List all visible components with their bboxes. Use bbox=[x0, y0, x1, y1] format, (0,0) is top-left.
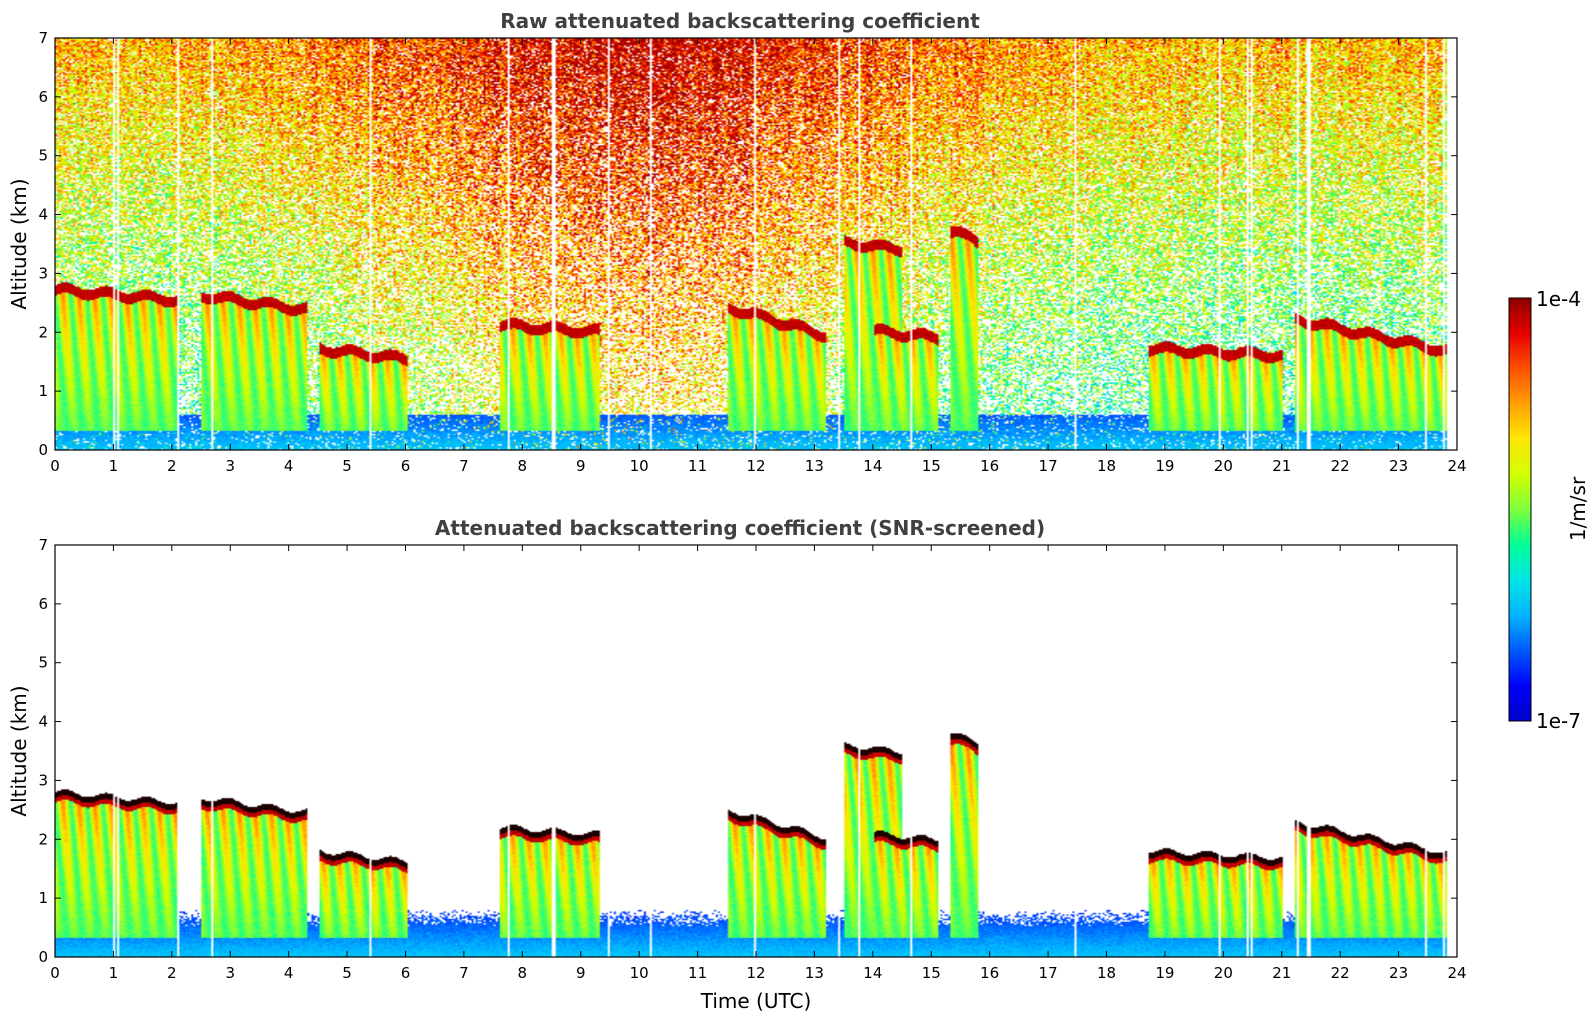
y-tick-label: 0 bbox=[38, 441, 48, 459]
x-tick-label: 3 bbox=[225, 457, 235, 475]
raw-backscatter-heatmap bbox=[55, 38, 1457, 450]
x-tick-label: 18 bbox=[1097, 964, 1116, 982]
panel-raw-title: Raw attenuated backscattering coefficien… bbox=[500, 9, 980, 33]
colorbar-unit-label: 1/m/sr bbox=[1566, 476, 1590, 541]
x-tick-label: 5 bbox=[342, 964, 352, 982]
x-tick-label: 8 bbox=[518, 457, 528, 475]
x-tick-label: 0 bbox=[50, 457, 60, 475]
x-tick-label: 24 bbox=[1447, 457, 1466, 475]
x-tick-label: 17 bbox=[1039, 457, 1058, 475]
y-tick-label: 5 bbox=[38, 147, 48, 165]
x-tick-label: 10 bbox=[630, 964, 649, 982]
x-tick-label: 10 bbox=[630, 457, 649, 475]
y-tick-label: 3 bbox=[38, 264, 48, 282]
x-tick-label: 22 bbox=[1331, 964, 1350, 982]
panel-raw-y-axis-label: Altitude (km) bbox=[7, 178, 31, 309]
x-tick-label: 18 bbox=[1097, 457, 1116, 475]
x-tick-label: 4 bbox=[284, 964, 294, 982]
colorbar-max-label: 1e-4 bbox=[1536, 287, 1581, 311]
y-tick-label: 4 bbox=[38, 206, 48, 224]
screened-backscatter-heatmap bbox=[55, 545, 1457, 957]
y-tick-label: 5 bbox=[38, 654, 48, 672]
y-tick-label: 0 bbox=[38, 948, 48, 966]
y-tick-label: 3 bbox=[38, 771, 48, 789]
x-tick-label: 21 bbox=[1272, 457, 1291, 475]
x-tick-label: 13 bbox=[805, 964, 824, 982]
colorbar-min-label: 1e-7 bbox=[1536, 709, 1581, 733]
x-tick-label: 23 bbox=[1389, 964, 1408, 982]
colorbar-gradient bbox=[1508, 297, 1532, 722]
x-tick-label: 14 bbox=[863, 457, 882, 475]
x-tick-label: 6 bbox=[401, 457, 411, 475]
x-tick-label: 13 bbox=[805, 457, 824, 475]
x-tick-label: 21 bbox=[1272, 964, 1291, 982]
x-tick-label: 12 bbox=[746, 964, 765, 982]
x-tick-label: 24 bbox=[1447, 964, 1466, 982]
x-tick-label: 1 bbox=[109, 457, 119, 475]
panel-raw-x-ticks: 0 1 2 3 4 5 6 7 8 9 10 11 12 13 14 15 16 17 18 19 20 21 22 23 24 bbox=[50, 38, 1467, 475]
x-tick-label: 20 bbox=[1214, 457, 1233, 475]
x-tick-label: 20 bbox=[1214, 964, 1233, 982]
x-tick-label: 15 bbox=[922, 964, 941, 982]
x-tick-label: 0 bbox=[50, 964, 60, 982]
x-tick-label: 2 bbox=[167, 964, 177, 982]
x-tick-label: 5 bbox=[342, 457, 352, 475]
y-tick-label: 4 bbox=[38, 713, 48, 731]
y-tick-label: 2 bbox=[38, 830, 48, 848]
x-tick-label: 15 bbox=[922, 457, 941, 475]
y-tick-label: 2 bbox=[38, 323, 48, 341]
x-tick-label: 7 bbox=[459, 457, 469, 475]
x-tick-label: 14 bbox=[863, 964, 882, 982]
x-tick-label: 12 bbox=[746, 457, 765, 475]
x-axis-label: Time (UTC) bbox=[700, 989, 812, 1013]
x-tick-label: 3 bbox=[225, 964, 235, 982]
panel-raw-y-ticks: 0 1 2 3 4 5 6 7 bbox=[38, 29, 1457, 459]
x-tick-label: 8 bbox=[518, 964, 528, 982]
x-tick-label: 19 bbox=[1155, 457, 1174, 475]
x-tick-label: 2 bbox=[167, 457, 177, 475]
x-tick-label: 9 bbox=[576, 964, 586, 982]
x-tick-label: 22 bbox=[1331, 457, 1350, 475]
x-tick-label: 23 bbox=[1389, 457, 1408, 475]
panel-screened-y-axis-label: Altitude (km) bbox=[7, 685, 31, 816]
x-tick-label: 7 bbox=[459, 964, 469, 982]
y-tick-label: 1 bbox=[38, 382, 48, 400]
y-tick-label: 7 bbox=[38, 536, 48, 554]
y-tick-label: 6 bbox=[38, 88, 48, 106]
y-tick-label: 1 bbox=[38, 889, 48, 907]
x-tick-label: 11 bbox=[688, 964, 707, 982]
panel-screened-title: Attenuated backscattering coefficient (S… bbox=[435, 516, 1045, 540]
colorbar: 1e-4 1e-7 1/m/sr bbox=[1508, 287, 1590, 733]
y-tick-label: 6 bbox=[38, 595, 48, 613]
x-tick-label: 19 bbox=[1155, 964, 1174, 982]
x-tick-label: 4 bbox=[284, 457, 294, 475]
x-tick-label: 11 bbox=[688, 457, 707, 475]
x-tick-label: 1 bbox=[109, 964, 119, 982]
panel-raw: Raw attenuated backscattering coefficien… bbox=[7, 9, 1467, 475]
x-tick-label: 16 bbox=[980, 964, 999, 982]
y-tick-label: 7 bbox=[38, 29, 48, 47]
x-tick-label: 17 bbox=[1039, 964, 1058, 982]
x-tick-label: 6 bbox=[401, 964, 411, 982]
panel-screened-y-ticks: 0 1 2 3 4 5 6 7 bbox=[38, 536, 1457, 966]
panel-screened: Attenuated backscattering coefficient (S… bbox=[7, 516, 1467, 1013]
x-tick-label: 16 bbox=[980, 457, 999, 475]
panel-screened-x-ticks: 0 1 2 3 4 5 6 7 8 9 10 11 12 13 14 15 16 17 18 19 20 21 22 23 24 bbox=[50, 545, 1467, 982]
x-tick-label: 9 bbox=[576, 457, 586, 475]
